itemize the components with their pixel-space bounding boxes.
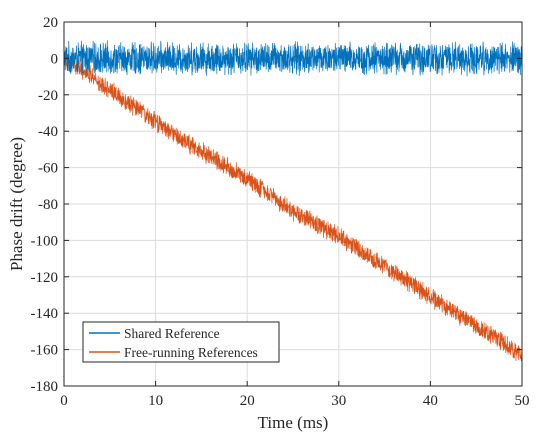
x-tick-label: 0 (60, 393, 68, 409)
y-tick-label: 20 (43, 15, 58, 31)
legend-box (82, 321, 280, 363)
y-tick-label: -160 (31, 343, 59, 359)
x-tick-label: 20 (240, 393, 255, 409)
y-axis-label: Phase drift (degree) (7, 137, 26, 271)
tick-labels: 0 10 20 30 40 50 20 0 -20 -40 -60 -80 -100 -120 -140 -1… (31, 15, 530, 409)
y-tick-label: -60 (38, 161, 58, 177)
ticks (63, 21, 523, 387)
legend: Shared Reference Free-running References (82, 321, 280, 363)
x-tick-label: 10 (148, 393, 163, 409)
series-layer (64, 40, 522, 361)
x-tick-label: 50 (515, 393, 530, 409)
x-tick-label: 30 (331, 393, 346, 409)
y-tick-label: -80 (38, 197, 58, 213)
grid (64, 22, 522, 386)
y-tick-label: -20 (38, 88, 58, 104)
series-line-shared-reference (64, 40, 522, 77)
plot-area (64, 40, 522, 361)
x-tick-label: 40 (423, 393, 438, 409)
y-tick-label: -180 (31, 379, 59, 395)
x-axis-label: Time (ms) (258, 413, 329, 432)
legend-entry-shared-reference: Shared Reference (124, 326, 220, 341)
legend-entry-free-running-references: Free-running References (124, 345, 258, 360)
series-line-free-running-references (64, 50, 522, 361)
y-tick-label: -100 (31, 233, 59, 249)
y-tick-label: 0 (51, 51, 59, 67)
y-tick-label: -140 (31, 306, 59, 322)
y-tick-label: -40 (38, 124, 58, 140)
y-tick-label: -120 (31, 270, 59, 286)
